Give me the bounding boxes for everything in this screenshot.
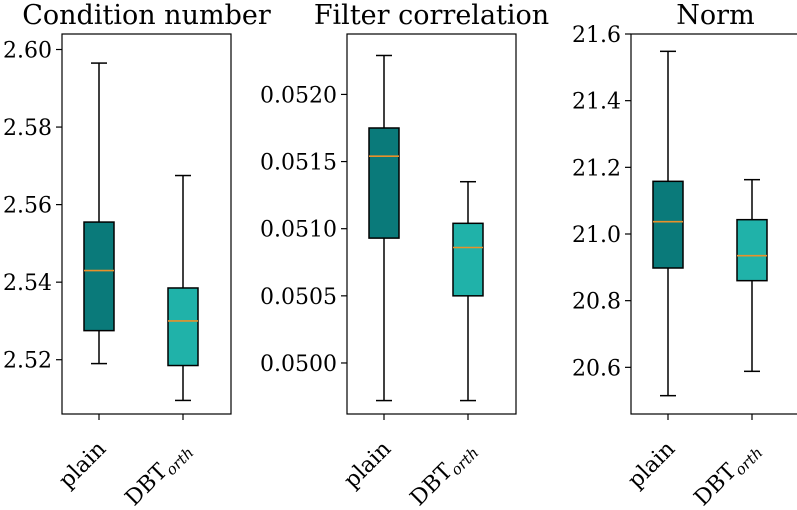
y-tick-label: 21.4 bbox=[572, 90, 621, 115]
box-plain: plain bbox=[623, 50, 684, 494]
y-tick-label: 2.54 bbox=[3, 271, 52, 296]
axes-frame bbox=[61, 33, 232, 415]
x-tick-label-main: plain bbox=[54, 437, 111, 494]
panel-title: Norm bbox=[676, 0, 754, 31]
box-dbt: DBTorth bbox=[690, 178, 768, 510]
x-tick-label: plain bbox=[54, 437, 111, 494]
y-tick-label: 2.58 bbox=[3, 116, 52, 141]
y-tick-label: 21.6 bbox=[572, 23, 621, 48]
y-tick-label: 0.0510 bbox=[260, 218, 337, 243]
x-tick-label: plain bbox=[623, 437, 680, 494]
box-iqr bbox=[652, 180, 684, 269]
y-tick-label: 2.60 bbox=[3, 39, 52, 64]
x-tick-label: DBTorth bbox=[690, 437, 767, 510]
axes-frame bbox=[346, 33, 517, 415]
box-iqr bbox=[736, 218, 768, 282]
y-tick-label: 20.8 bbox=[572, 290, 621, 315]
box-plain: plain bbox=[54, 62, 115, 494]
x-tick-label-main: plain bbox=[623, 437, 680, 494]
panel-3: Norm 20.6 20.8 21.0 21.2 21.4 21.6 plain DBTorth bbox=[572, 0, 797, 510]
y-tick-label: 0.0505 bbox=[260, 285, 337, 310]
box-iqr bbox=[83, 221, 115, 332]
panel-title: Condition number bbox=[22, 0, 271, 31]
y-tick-label: 21.0 bbox=[572, 223, 621, 248]
y-tick-label: 2.52 bbox=[3, 349, 52, 374]
panel-2: Filter correlation 0.0500 0.0505 0.0510 0.05… bbox=[260, 0, 549, 510]
y-tick-label: 21.2 bbox=[572, 156, 621, 181]
x-tick-label: DBTorth bbox=[121, 437, 198, 510]
y-tick-label: 0.0520 bbox=[260, 83, 337, 108]
x-tick-label-main: plain bbox=[339, 437, 396, 494]
x-tick-label: DBTorth bbox=[406, 437, 483, 510]
y-tick-label: 20.6 bbox=[572, 356, 621, 381]
box-iqr bbox=[368, 127, 400, 239]
y-tick-label: 2.56 bbox=[3, 194, 52, 219]
box-iqr bbox=[452, 222, 484, 297]
panel-1: Condition number 2.52 2.54 2.56 2.58 2.60 plai… bbox=[3, 0, 271, 510]
box-dbt: DBTorth bbox=[121, 174, 199, 510]
axes-frame bbox=[630, 33, 797, 415]
y-tick-label: 0.0500 bbox=[260, 352, 337, 377]
box-dbt: DBTorth bbox=[406, 180, 484, 510]
panel-title: Filter correlation bbox=[314, 0, 549, 31]
y-tick-label: 0.0515 bbox=[260, 151, 337, 176]
box-plain: plain bbox=[339, 54, 400, 494]
x-tick-label: plain bbox=[339, 437, 396, 494]
box-iqr bbox=[167, 287, 199, 367]
